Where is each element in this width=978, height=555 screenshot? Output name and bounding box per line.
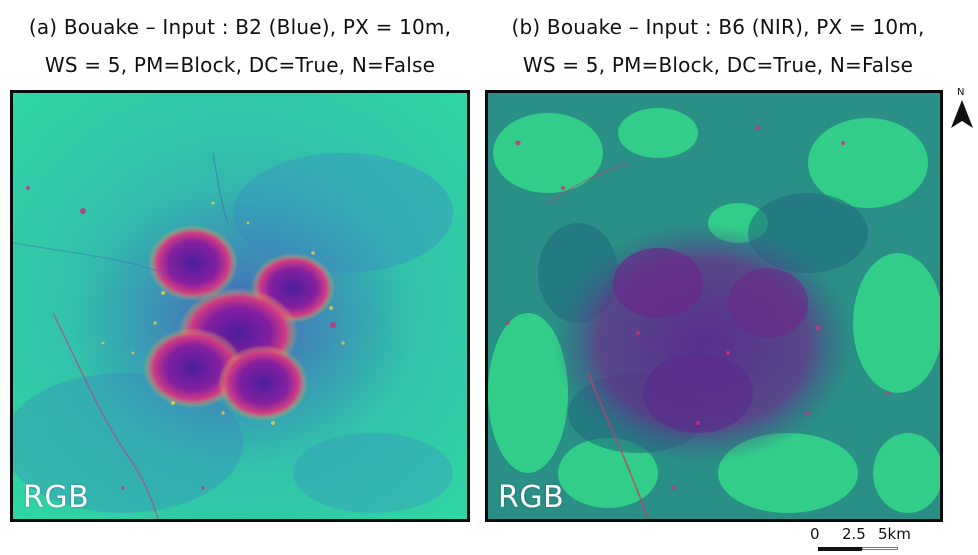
map-panel-a: RGB: [10, 90, 470, 522]
rgb-label-a: RGB: [23, 480, 90, 515]
panel-a-title: (a) Bouake – Input : B2 (Blue), PX = 10m…: [0, 8, 480, 84]
scale-bar-segment-white: [862, 547, 898, 550]
scale-bar-segment-black: [818, 547, 862, 551]
scale-label-0: 0: [810, 525, 820, 543]
panel-b-title-line2: WS = 5, PM=Block, DC=True, N=False: [522, 53, 914, 77]
north-arrow-icon: N: [949, 88, 975, 134]
rgb-label-b: RGB: [498, 480, 565, 515]
panel-b-title: (b) Bouake – Input : B6 (NIR), PX = 10m,…: [488, 8, 948, 84]
map-a-image: [13, 93, 467, 519]
panel-a-title-line2: WS = 5, PM=Block, DC=True, N=False: [44, 53, 436, 77]
scale-bar: 0 2.5 5km: [806, 526, 916, 554]
map-b-image: [488, 93, 940, 519]
scale-label-mid: 2.5: [842, 525, 866, 543]
scale-label-end: 5km: [878, 525, 911, 543]
panel-a-title-line1: (a) Bouake – Input : B2 (Blue), PX = 10m…: [28, 15, 452, 39]
north-label: N: [957, 87, 965, 98]
panel-b-title-line1: (b) Bouake – Input : B6 (NIR), PX = 10m,: [511, 15, 925, 39]
map-panel-b: RGB: [485, 90, 943, 522]
